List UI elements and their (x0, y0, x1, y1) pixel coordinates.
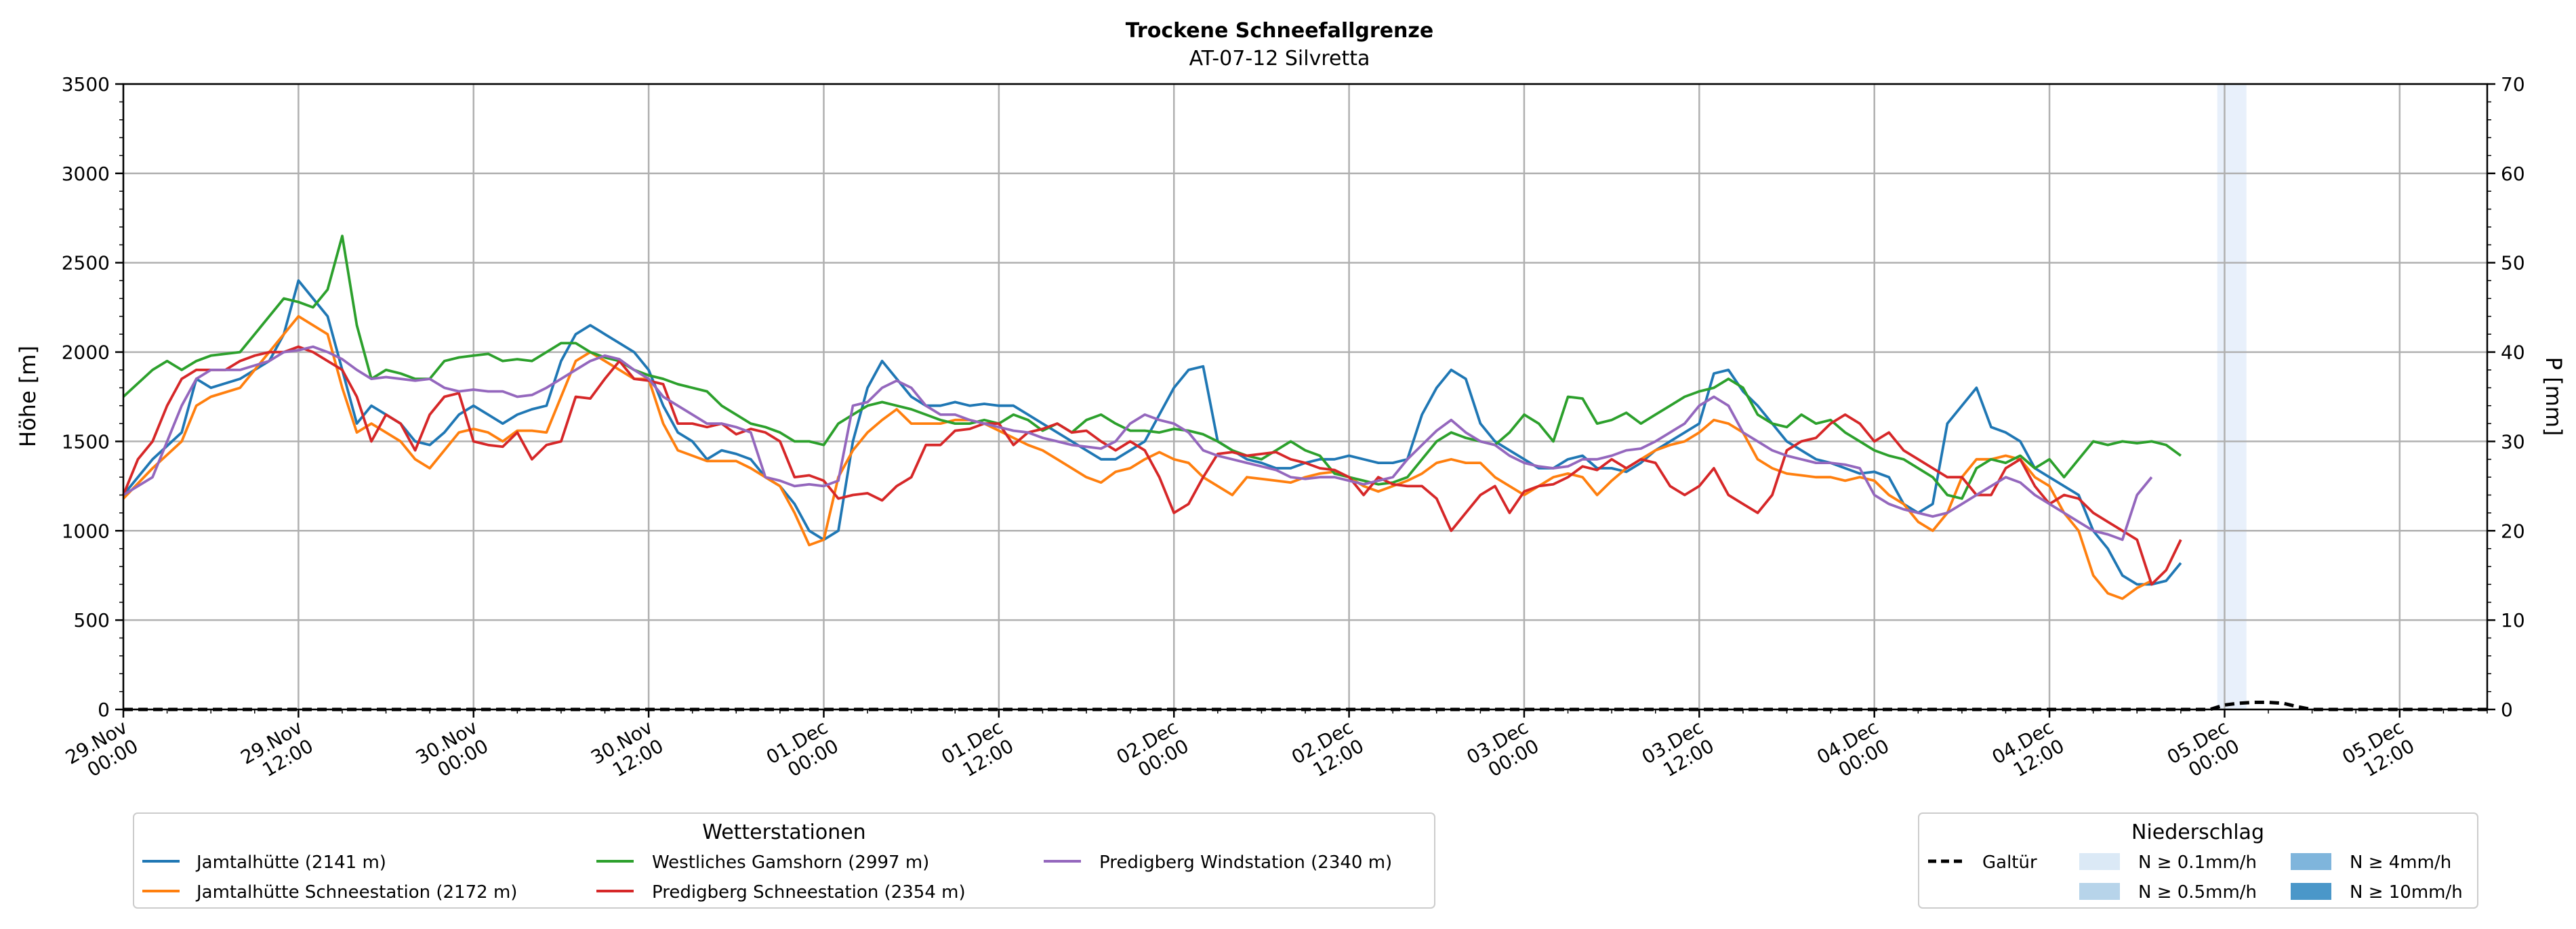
precip-legend-item: N ≥ 4mm/h (2291, 852, 2451, 873)
stations-legend: Wetterstationen Jamtalhütte (2141 m) Jam… (133, 812, 1435, 909)
series-line (122, 279, 2182, 586)
stations-legend-item: Predigberg Windstation (2340 m) (1044, 852, 1392, 873)
series-line (122, 314, 2152, 600)
y-tick-label: 0 (98, 699, 110, 721)
precip-legend-item: Galtür (1928, 852, 2037, 873)
precip-legend-label: N ≥ 10mm/h (2350, 882, 2463, 903)
stations-legend-label: Jamtalhütte (2141 m) (195, 852, 386, 873)
stations-legend-item: Predigberg Schneestation (2354 m) (596, 882, 966, 903)
y-tick-label: 1500 (62, 430, 110, 453)
legend-patch-swatch (2079, 853, 2120, 870)
stations-legend-label: Predigberg Schneestation (2354 m) (652, 882, 966, 903)
series-line (122, 234, 2182, 500)
y2-axis-label: P [mm] (2541, 357, 2567, 436)
y2-tick-label: 50 (2501, 252, 2525, 274)
series-layer (122, 234, 2487, 711)
precip-highlight-band (2217, 84, 2247, 709)
stations-legend-label: Predigberg Windstation (2340 m) (1099, 852, 1392, 873)
stations-legend-box (133, 812, 1435, 909)
legend-patch-swatch (2291, 853, 2331, 870)
precip-legend-item: N ≥ 0.5mm/h (2079, 882, 2257, 903)
y2-tick-label: 40 (2501, 342, 2525, 364)
precip-legend-box (1918, 812, 2478, 909)
precip-legend-label: N ≥ 4mm/h (2350, 852, 2451, 873)
y2-tick-label: 60 (2501, 163, 2525, 185)
y2-tick-label: 20 (2501, 520, 2525, 542)
y-tick-label: 3000 (62, 163, 110, 185)
y2-tick-label: 30 (2501, 430, 2525, 453)
stations-legend-item: Jamtalhütte (2141 m) (142, 852, 386, 873)
precip-legend-label: Galtür (1982, 852, 2037, 873)
precip-legend-label: N ≥ 0.5mm/h (2138, 882, 2257, 903)
precip-legend-title: Niederschlag (2131, 821, 2264, 844)
precip-legend-item: N ≥ 10mm/h (2291, 882, 2463, 903)
stations-legend-label: Westliches Gamshorn (2997 m) (652, 852, 929, 873)
legend-patch-swatch (2291, 883, 2331, 900)
series-line (123, 345, 2153, 541)
axes-layer: 0 500 1000 1500 2000 2500 3000 3500 0 10 20 30 40 50 6… (62, 73, 2525, 781)
grid-layer (122, 83, 2487, 711)
precip-highlight-layer (2217, 84, 2247, 709)
y2-tick-label: 70 (2501, 73, 2525, 96)
stations-legend-title: Wetterstationen (702, 821, 865, 844)
precip-legend: Niederschlag Galtür N ≥ 0.1mm/h N ≥ 0.5m… (1918, 812, 2478, 909)
legend-patch-swatch (2079, 883, 2120, 900)
y2-tick-label: 0 (2501, 699, 2513, 721)
series-line (122, 345, 2182, 586)
precip-legend-item: N ≥ 0.1mm/h (2079, 852, 2257, 873)
y-tick-label: 3500 (62, 73, 110, 96)
stations-legend-label: Jamtalhütte Schneestation (2172 m) (195, 882, 517, 903)
precip-line (123, 701, 2487, 711)
y-tick-label: 2500 (62, 252, 110, 274)
stations-legend-item: Westliches Gamshorn (2997 m) (596, 852, 929, 873)
y-tick-label: 1000 (62, 520, 110, 542)
chart-title: Trockene Schneefallgrenze (1126, 19, 1433, 43)
stations-legend-item: Jamtalhütte Schneestation (2172 m) (142, 882, 517, 903)
precip-legend-label: N ≥ 0.1mm/h (2138, 852, 2257, 873)
y-axis-label: Höhe [m] (15, 346, 41, 447)
chart-subtitle: AT-07-12 Silvretta (1189, 47, 1370, 70)
y2-tick-label: 10 (2501, 609, 2525, 632)
y-tick-label: 500 (74, 609, 110, 632)
y-tick-label: 2000 (62, 342, 110, 364)
